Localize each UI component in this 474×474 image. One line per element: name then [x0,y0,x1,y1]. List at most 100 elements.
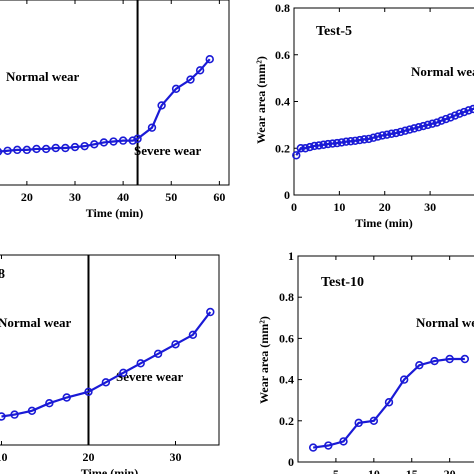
data-point [400,126,410,135]
data-point [45,399,54,408]
data-point [314,141,324,150]
data-point [51,143,60,153]
data-point [419,121,428,131]
region-annotation: Normal wear [6,69,80,84]
data-point [0,148,3,156]
data-point [384,398,394,407]
data-point [459,107,469,117]
data-point [27,406,37,415]
data-point [450,111,460,120]
x-tick-label: 0 [291,200,297,214]
y-tick-label: 0.6 [275,48,290,62]
data-point [171,340,180,349]
data-point [373,132,383,141]
data-point [369,416,379,425]
data-point [133,134,142,143]
data-point [319,140,328,149]
data-point [32,144,41,154]
data-point [292,151,301,160]
x-tick-label: 60 [213,190,225,204]
data-point [446,113,455,122]
y-tick-label: 0.8 [279,290,294,304]
data-point [360,135,369,144]
data-point [337,138,346,147]
x-tick-label: 30 [424,200,436,214]
region-annotation: Severe wear [134,143,201,158]
data-point [387,129,396,138]
data-point [296,144,306,153]
data-point [61,143,70,153]
data-point [118,136,128,145]
x-tick-label: 20 [444,467,456,474]
chart-title: Test-10 [321,275,364,290]
chart-title: Test-5 [316,24,352,39]
y-tick-label: 0.6 [279,331,294,345]
data-point [410,124,419,133]
data-point [405,125,414,134]
y-tick-label: 0.2 [275,141,290,155]
data-point [157,101,166,110]
data-point [437,116,446,125]
data-point [364,134,374,144]
data-point [206,307,215,317]
data-point [455,109,464,118]
y-tick-label: 0.4 [275,95,290,109]
data-point [119,368,128,377]
data-point [399,375,409,384]
region-annotation: Normal wear [0,315,72,330]
y-tick-label: 0.4 [279,373,294,387]
series-line [1,311,212,418]
data-point [13,145,22,155]
data-point [99,138,109,147]
plot-frame [297,255,474,463]
x-axis-label: Time (min) [86,206,143,220]
data-point [205,54,214,64]
chart-top-left: 20 30 40 50 60 Time (min) Normal wear Severe we… [0,0,230,220]
data-point [308,443,318,452]
data-point [171,84,181,94]
y-tick-label: 0.2 [279,414,294,428]
chart-title: 8 [0,267,5,282]
data-point [41,144,51,154]
data-point [430,356,439,366]
series-line [0,58,211,153]
y-axis-label: Wear area (mm²) [257,316,271,404]
data-point [70,142,80,152]
x-tick-label: 20 [82,450,94,464]
x-tick-label: 20 [379,200,391,214]
x-tick-label: 10 [368,467,380,474]
x-tick-label: 5 [333,467,339,474]
data-point [464,106,473,115]
x-tick-label: 30 [69,190,81,204]
data-point [310,141,319,151]
data-point [80,141,89,151]
region-annotation: Normal wear [416,315,474,330]
data-point [355,135,364,145]
data-point [415,360,424,370]
x-axis-label: Time (min) [81,466,138,474]
data-point [445,354,454,364]
data-point [0,412,6,421]
region-annotation: Normal wear [411,64,474,79]
data-point [391,128,401,138]
data-point [147,123,157,132]
data-point [62,393,71,402]
data-point [354,418,363,428]
data-point [305,142,315,152]
chart-top-right: 0 10 20 30 0 0.2 0.4 0.6 0.8 Time (min) Wear area … [254,1,474,230]
data-point [369,133,378,142]
data-point [414,123,423,132]
chart-bottom-left: 10 20 30 Time (min) 8 Normal wear Severe wear [0,254,220,474]
data-point [128,136,137,145]
x-tick-label: 40 [117,190,129,204]
y-axis-label: Wear area (mm²) [254,56,268,144]
data-point [423,120,433,130]
y-tick-label: 0 [288,455,294,469]
data-point [101,378,111,387]
data-point [324,441,333,450]
plot-frame [0,0,230,186]
data-point [10,410,19,419]
data-point [186,75,195,84]
